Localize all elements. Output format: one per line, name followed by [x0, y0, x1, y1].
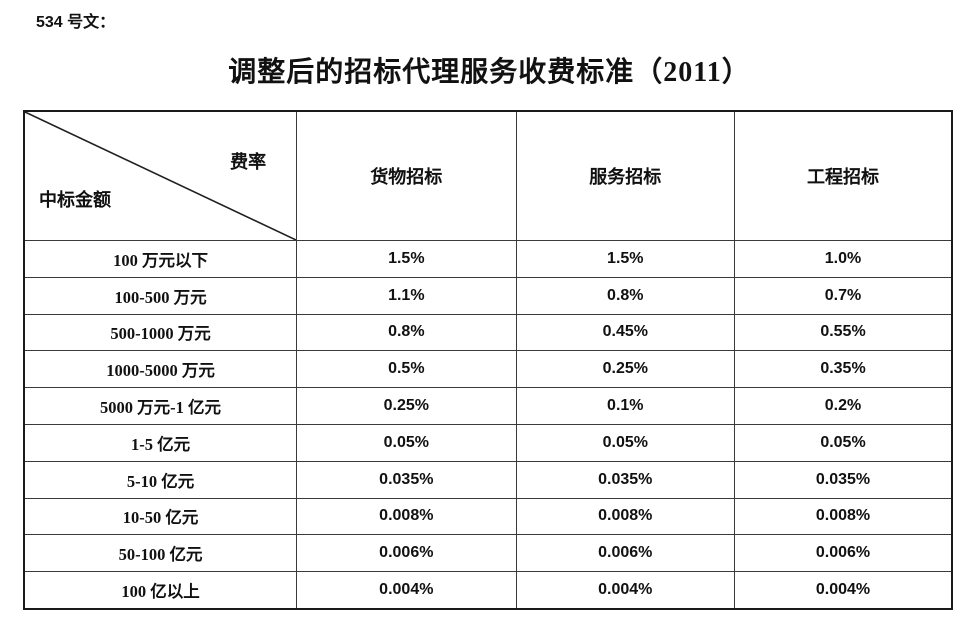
table-row: 100-500 万元 1.1% 0.8% 0.7%: [23, 276, 953, 315]
rate-value-cell: 0.05%: [734, 423, 953, 462]
rate-value-cell: 0.25%: [296, 387, 517, 425]
table-row: 100 万元以下 1.5% 1.5% 1.0%: [23, 240, 953, 278]
row-label: 1-5 亿元: [23, 423, 298, 462]
rate-value-cell: 0.55%: [734, 313, 953, 352]
rate-value-cell: 0.006%: [515, 534, 736, 573]
rate-value-cell: 0.8%: [515, 276, 736, 315]
table-row: 50-100 亿元 0.006% 0.006% 0.006%: [23, 534, 953, 573]
rate-value-cell: 0.008%: [296, 497, 517, 536]
rate-value-cell: 1.0%: [734, 240, 953, 278]
table-row: 1-5 亿元 0.05% 0.05% 0.05%: [23, 423, 953, 462]
rate-value-cell: 0.45%: [515, 313, 736, 352]
rate-value-cell: 0.008%: [734, 497, 953, 536]
corner-label-bid-amount: 中标金额: [39, 190, 111, 210]
rate-value-cell: 0.5%: [296, 350, 517, 389]
rate-value-cell: 0.035%: [296, 460, 517, 499]
rate-value-cell: 0.35%: [734, 350, 953, 389]
rate-value-cell: 0.004%: [296, 571, 517, 610]
rate-value-cell: 0.006%: [296, 534, 517, 573]
rate-value-cell: 0.8%: [296, 313, 517, 352]
column-header-engineering: 工程招标: [734, 110, 953, 241]
row-label: 100 亿以上: [23, 571, 298, 610]
table-row: 100 亿以上 0.004% 0.004% 0.004%: [23, 571, 953, 610]
page-title: 调整后的招标代理服务收费标准（2011）: [228, 57, 751, 88]
fee-table-body: 100 万元以下 1.5% 1.5% 1.0% 100-500 万元 1.1% 0.8% 0.…: [23, 240, 953, 610]
row-label: 5000 万元-1 亿元: [23, 387, 298, 425]
doc-number-label: 534 号文：: [36, 14, 116, 31]
table-row: 5-10 亿元 0.035% 0.035% 0.035%: [23, 460, 953, 499]
row-label: 500-1000 万元: [23, 313, 298, 352]
rate-value-cell: 0.25%: [515, 350, 736, 389]
column-header-service: 服务招标: [515, 110, 736, 241]
table-row: 500-1000 万元 0.8% 0.45% 0.55%: [23, 313, 953, 352]
rate-value-cell: 0.035%: [734, 460, 953, 499]
rate-value-cell: 0.7%: [734, 276, 953, 315]
row-label: 50-100 亿元: [23, 534, 298, 573]
rate-value-cell: 0.004%: [515, 571, 736, 610]
rate-value-cell: 0.006%: [734, 534, 953, 573]
corner-header-cell: 费率 中标金额: [23, 110, 298, 241]
corner-label-rate: 费率: [230, 152, 267, 172]
rate-value-cell: 0.05%: [515, 423, 736, 462]
fee-rate-table: 费率 中标金额 货物招标 服务招标 工程招标 100 万元以下 1.5% 1.5% 1…: [23, 110, 953, 610]
column-header-goods: 货物招标: [296, 110, 517, 241]
header-row: 费率 中标金额 货物招标 服务招标 工程招标: [23, 110, 953, 241]
rate-value-cell: 0.1%: [515, 387, 736, 425]
rate-value-cell: 1.5%: [296, 240, 517, 278]
rate-value-cell: 0.2%: [734, 387, 953, 425]
row-label: 100 万元以下: [23, 240, 298, 278]
rate-value-cell: 0.008%: [515, 497, 736, 536]
rate-value-cell: 0.004%: [734, 571, 953, 610]
table-row: 1000-5000 万元 0.5% 0.25% 0.35%: [23, 350, 953, 389]
row-label: 100-500 万元: [23, 276, 298, 315]
rate-value-cell: 1.5%: [515, 240, 736, 278]
rate-value-cell: 1.1%: [296, 276, 517, 315]
row-label: 10-50 亿元: [23, 497, 298, 536]
rate-value-cell: 0.035%: [515, 460, 736, 499]
rate-value-cell: 0.05%: [296, 423, 517, 462]
table-row: 5000 万元-1 亿元 0.25% 0.1% 0.2%: [23, 387, 953, 425]
diagonal-divider-line: [25, 112, 296, 240]
row-label: 5-10 亿元: [23, 460, 298, 499]
table-row: 10-50 亿元 0.008% 0.008% 0.008%: [23, 497, 953, 536]
row-label: 1000-5000 万元: [23, 350, 298, 389]
